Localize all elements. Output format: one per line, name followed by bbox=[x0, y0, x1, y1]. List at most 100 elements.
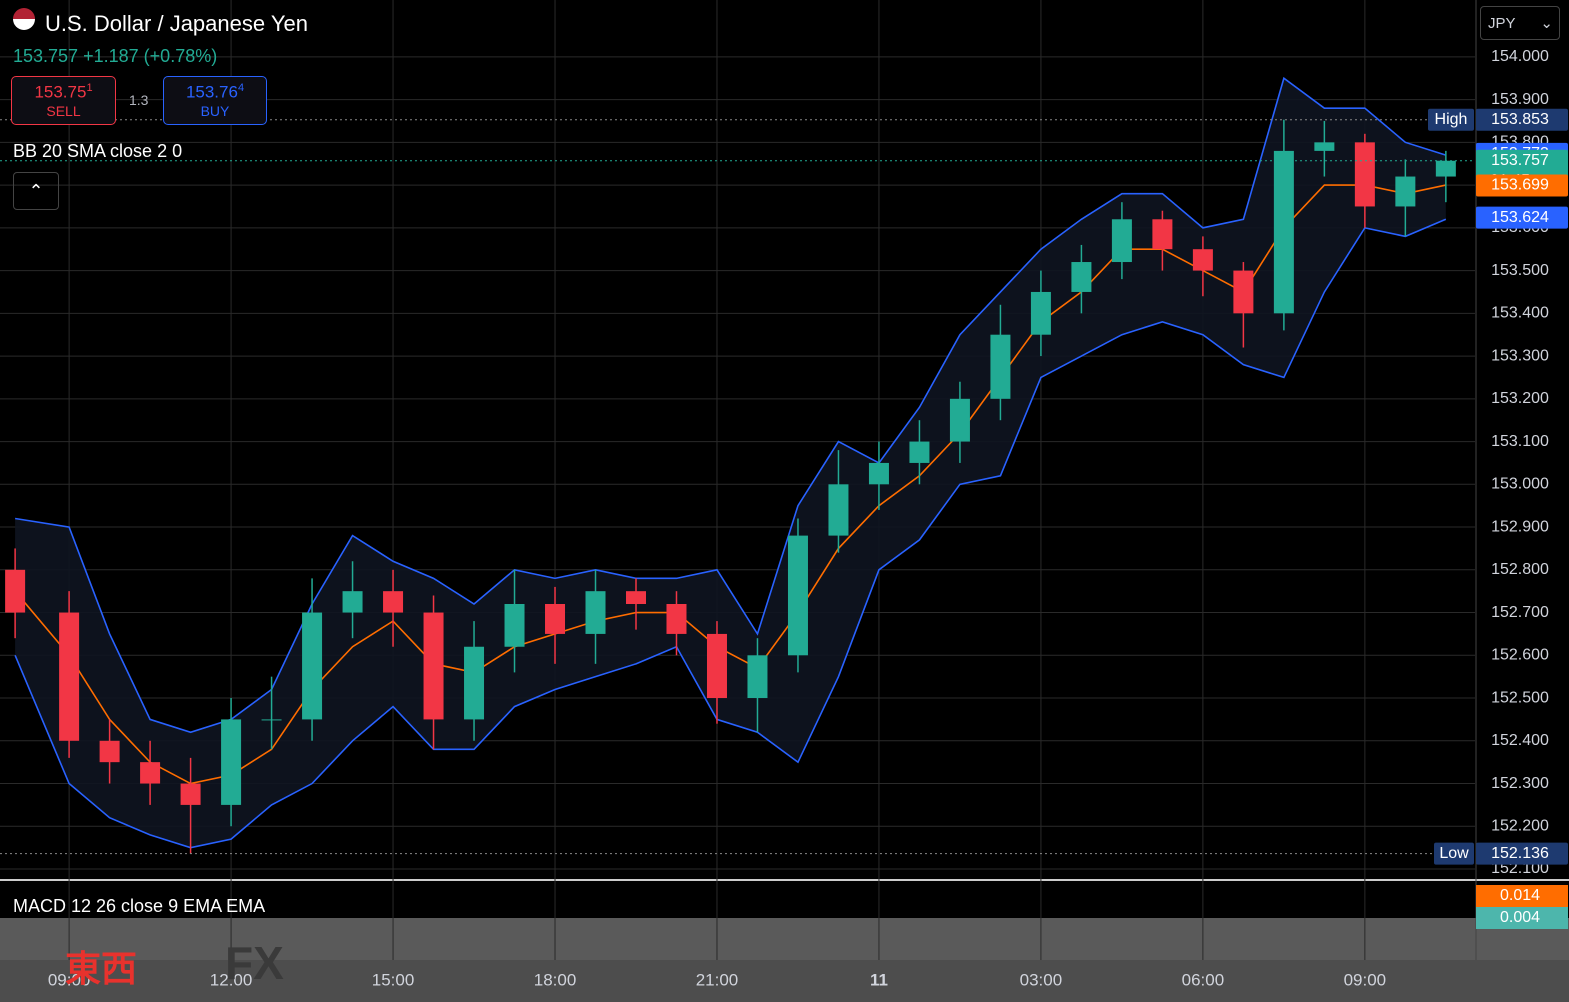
y-tick-label: 153.900 bbox=[1491, 91, 1549, 108]
candle-body bbox=[990, 334, 1011, 399]
y-tick-label: 153.300 bbox=[1491, 347, 1549, 364]
candle-body bbox=[504, 603, 525, 647]
candle-body bbox=[625, 591, 646, 604]
macd-label: MACD 12 26 close 9 EMA EMA bbox=[13, 896, 266, 916]
y-tick-label: 152.300 bbox=[1491, 775, 1549, 792]
price-badge bbox=[1476, 108, 1568, 131]
candle-body bbox=[666, 603, 687, 634]
candle-body bbox=[1111, 219, 1132, 263]
candle-body bbox=[261, 719, 282, 721]
badge-tag bbox=[1428, 108, 1474, 131]
sell-button[interactable]: 153.751 SELL bbox=[11, 76, 116, 125]
sell-label: SELL bbox=[46, 102, 81, 119]
macd-badge-label: 0.014 bbox=[1500, 887, 1540, 904]
badge-tag bbox=[1434, 842, 1474, 865]
buy-price: 153.764 bbox=[164, 82, 266, 103]
candle-body bbox=[464, 646, 485, 720]
band-line bbox=[14, 76, 1447, 734]
candle-body bbox=[140, 762, 161, 784]
macd-badge bbox=[1476, 907, 1568, 929]
currency-select[interactable]: JPY ⌄ bbox=[1480, 6, 1560, 40]
y-tick-label: 154.000 bbox=[1491, 48, 1549, 65]
y-tick-label: 152.900 bbox=[1491, 518, 1549, 535]
y-tick-label: 153.500 bbox=[1491, 262, 1549, 279]
spread: 1.3 bbox=[129, 92, 149, 108]
buy-price-sup: 4 bbox=[237, 82, 245, 94]
candle-body bbox=[1030, 291, 1051, 335]
indicator-label: BB 20 SMA close 2 0 bbox=[13, 141, 183, 161]
y-tick-label: 153.100 bbox=[1491, 433, 1549, 450]
y-tick-label: 152.600 bbox=[1491, 647, 1549, 664]
collapse-button[interactable]: ⌃ bbox=[13, 172, 59, 210]
x-tick-label: 06:00 bbox=[1182, 970, 1225, 989]
candle-body bbox=[221, 719, 242, 805]
x-tick-label: 21:00 bbox=[696, 970, 739, 989]
price-badge-label: 153.757 bbox=[1491, 152, 1549, 169]
candle-body bbox=[1192, 249, 1213, 271]
candle-body bbox=[585, 591, 606, 634]
candle-body bbox=[99, 740, 120, 763]
buy-button[interactable]: 153.764 BUY bbox=[163, 76, 267, 125]
y-tick-label: 152.400 bbox=[1491, 732, 1549, 749]
y-tick-label: 152.200 bbox=[1491, 817, 1549, 834]
x-tick-label: 11 bbox=[870, 970, 888, 989]
candle-body bbox=[302, 612, 323, 720]
candle-body bbox=[180, 783, 201, 805]
watermark-fx: FX bbox=[225, 937, 284, 989]
sell-price-sup: 1 bbox=[86, 82, 93, 94]
candle-body bbox=[59, 612, 80, 741]
change-pct: (+0.78%) bbox=[143, 46, 218, 66]
buy-label: BUY bbox=[200, 102, 230, 119]
candle-body bbox=[342, 591, 363, 613]
x-tick-label: 12:00 bbox=[210, 970, 253, 989]
candle-body bbox=[1233, 270, 1254, 314]
candle-body bbox=[706, 633, 727, 699]
price-badge-label: 153.853 bbox=[1491, 111, 1549, 128]
candle-body bbox=[828, 484, 849, 536]
price-badge bbox=[1476, 174, 1568, 197]
price-badge bbox=[1476, 206, 1568, 229]
candle-body bbox=[868, 462, 889, 485]
candle-body bbox=[1435, 160, 1456, 177]
sell-price-main: 153.75 bbox=[34, 82, 87, 102]
x-tick-label: 18:00 bbox=[534, 970, 577, 989]
y-tick-label: 153.400 bbox=[1491, 305, 1549, 322]
macd-panel bbox=[0, 882, 1475, 920]
buy-price-main: 153.76 bbox=[185, 82, 238, 102]
change: +1.187 bbox=[83, 46, 139, 66]
currency: JPY bbox=[1488, 15, 1516, 32]
quote: 153.757 +1.187 (+0.78%) bbox=[13, 46, 217, 67]
x-tick-label: 09:00 bbox=[1344, 970, 1387, 989]
macd-badge bbox=[1476, 885, 1568, 907]
price-badge bbox=[1476, 842, 1568, 865]
candle-body bbox=[5, 569, 26, 613]
candle-body bbox=[909, 441, 930, 463]
candle-body bbox=[1273, 150, 1294, 314]
price-badge-label: 153.624 bbox=[1491, 209, 1549, 226]
candle-body bbox=[1395, 176, 1416, 207]
flag-icon bbox=[13, 8, 35, 30]
candle-body bbox=[949, 398, 970, 442]
lower-panel bbox=[0, 918, 1569, 960]
y-tick-label: 153.200 bbox=[1491, 390, 1549, 407]
candle-body bbox=[747, 655, 768, 699]
candle-body bbox=[1354, 142, 1375, 207]
x-tick-label: 03:00 bbox=[1020, 970, 1063, 989]
y-tick-label: 153.000 bbox=[1491, 476, 1549, 493]
candle-body bbox=[423, 612, 444, 720]
x-tick-label: 09:00 bbox=[48, 970, 91, 989]
candle-body bbox=[1152, 219, 1173, 250]
candle-body bbox=[545, 603, 566, 634]
price-badge-label: 152.136 bbox=[1491, 845, 1549, 862]
y-tick-label: 152.700 bbox=[1491, 604, 1549, 621]
watermark-cn: 東西 bbox=[65, 948, 138, 989]
x-tick-label: 15:00 bbox=[372, 970, 415, 989]
candle-body bbox=[383, 591, 404, 613]
sell-price: 153.751 bbox=[12, 82, 115, 103]
candle-body bbox=[1071, 262, 1092, 292]
badge-tag-label: High bbox=[1435, 111, 1468, 128]
band-line bbox=[14, 218, 1447, 849]
y-tick-label: 152.800 bbox=[1491, 561, 1549, 578]
